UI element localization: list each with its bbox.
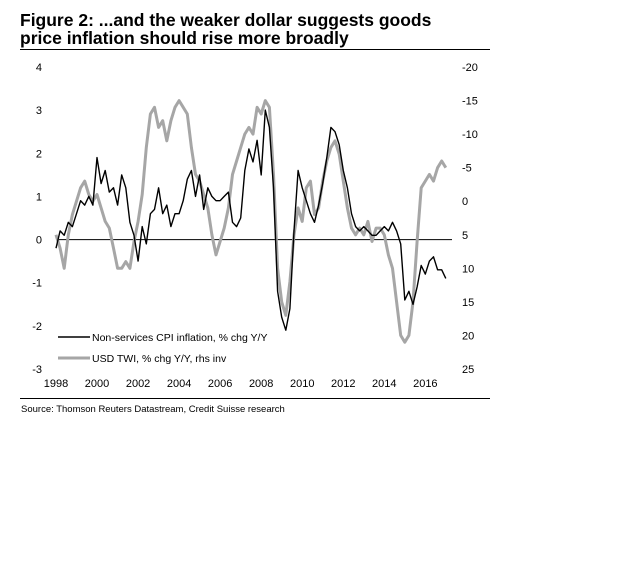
x-tick-label: 2000 <box>85 378 109 390</box>
x-tick-label: 2002 <box>126 378 150 390</box>
y-tick-left-label: 0 <box>36 235 42 247</box>
legend: Non-services CPI inflation, % chg Y/Y US… <box>58 332 267 365</box>
source-divider <box>20 398 490 399</box>
source-note: Source: Thomson Reuters Datastream, Cred… <box>21 404 285 415</box>
title-divider <box>20 49 490 50</box>
x-tick-label: 2014 <box>372 378 396 390</box>
y-tick-right-label: -10 <box>462 129 478 141</box>
y-tick-left-label: 4 <box>36 62 42 74</box>
figure-title-line-2: price inflation should rise more broadly <box>20 28 349 48</box>
y-tick-left-label: -3 <box>32 364 42 376</box>
y-tick-left-label: 3 <box>36 105 42 117</box>
x-tick-label: 2006 <box>208 378 232 390</box>
x-tick-label: 2004 <box>167 378 191 390</box>
figure-title-line-1: Figure 2: ...and the weaker dollar sugge… <box>20 10 432 30</box>
y-tick-right-label: 0 <box>462 196 468 208</box>
right-axis: -20 -15 -10 -5 0 5 10 15 20 25 <box>462 62 478 376</box>
x-tick-label: 1998 <box>44 378 68 390</box>
y-tick-right-label: -15 <box>462 96 478 108</box>
x-tick-label: 2016 <box>413 378 437 390</box>
x-axis: 1998 2000 2002 2004 2006 2008 2010 2012 2014 2016 <box>44 378 438 390</box>
y-tick-right-label: 25 <box>462 364 474 376</box>
y-tick-right-label: 10 <box>462 263 474 275</box>
y-tick-right-label: -5 <box>462 163 472 175</box>
x-tick-label: 2012 <box>331 378 355 390</box>
y-tick-left-label: 1 <box>36 191 42 203</box>
y-tick-left-label: 2 <box>36 148 42 160</box>
y-tick-right-label: 5 <box>462 230 468 242</box>
series-line-non-services-cpi <box>55 109 447 331</box>
left-axis: 4 3 2 1 0 -1 -2 -3 <box>32 62 42 376</box>
y-tick-left-label: -1 <box>32 278 42 290</box>
series-line-usd-twi <box>54 99 448 344</box>
figure-title: Figure 2: ...and the weaker dollar sugge… <box>20 11 490 47</box>
y-tick-right-label: -20 <box>462 62 478 74</box>
y-tick-left-label: -2 <box>32 321 42 333</box>
x-tick-label: 2010 <box>290 378 314 390</box>
x-tick-label: 2008 <box>249 378 273 390</box>
legend-label-cpi: Non-services CPI inflation, % chg Y/Y <box>92 332 267 344</box>
y-tick-right-label: 20 <box>462 330 474 342</box>
y-tick-right-label: 15 <box>462 297 474 309</box>
legend-label-twi: USD TWI, % chg Y/Y, rhs inv <box>92 353 227 365</box>
